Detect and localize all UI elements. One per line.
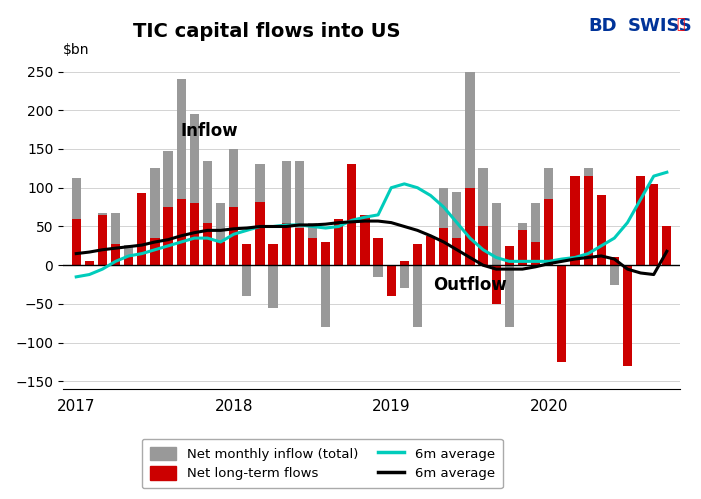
Bar [557,265,566,343]
Bar [465,188,475,265]
Bar [636,176,645,265]
Bar [360,215,369,265]
Bar [531,203,540,265]
Bar [518,231,527,265]
Bar [491,265,501,304]
Bar [124,245,133,265]
Bar [413,244,422,265]
Bar [229,149,238,265]
Bar [649,227,658,265]
Bar [597,203,606,265]
Bar [216,242,225,265]
Bar [583,176,592,265]
Text: TIC capital flows into US: TIC capital flows into US [132,22,400,41]
Text: $bn: $bn [63,42,90,56]
Bar [505,265,514,327]
Bar [282,223,291,265]
Text: Inflow: Inflow [180,122,238,140]
Bar [452,238,461,265]
Bar [623,265,632,366]
Bar [203,223,212,265]
Bar [308,223,317,265]
Bar [243,265,252,296]
Bar [98,215,107,265]
Bar [137,213,147,265]
Bar [426,242,435,265]
Bar [177,200,186,265]
Legend: Net monthly inflow (total), Net long-term flows, 6m average, 6m average: Net monthly inflow (total), Net long-ter… [142,439,503,488]
Bar [347,165,356,265]
Bar [649,184,658,265]
Text: ⬦: ⬦ [676,17,685,31]
Bar [387,265,396,281]
Bar [268,244,278,265]
Text: SWISS: SWISS [627,17,692,35]
Bar [294,161,304,265]
Bar [531,242,540,265]
Bar [98,213,107,265]
Bar [374,265,383,277]
Bar [583,168,592,265]
Bar [124,257,133,265]
Bar [216,203,225,265]
Bar [610,257,619,265]
Bar [413,265,422,327]
Bar [282,161,291,265]
Bar [243,245,252,265]
Bar [505,246,514,265]
Bar [557,265,566,362]
Bar [190,114,199,265]
Bar [452,192,461,265]
Bar [571,176,580,265]
Bar [85,261,94,265]
Bar [610,265,619,284]
Bar [334,223,343,265]
Bar [479,227,488,265]
Bar [151,168,160,265]
Bar [177,79,186,265]
Bar [163,151,172,265]
Bar [400,261,409,265]
Bar [137,193,147,265]
Bar [321,265,330,327]
Bar [465,71,475,265]
Bar [321,242,330,265]
Bar [426,236,435,265]
Bar [491,203,501,265]
Bar [479,168,488,265]
Bar [190,203,199,265]
Bar [255,165,264,265]
Bar [439,188,449,265]
Bar [151,238,160,265]
Text: BD: BD [589,17,618,35]
Bar [72,219,81,265]
Bar [518,223,527,265]
Bar [387,265,396,296]
Bar [400,265,409,288]
Bar [360,242,369,265]
Bar [85,261,94,265]
Bar [72,178,81,265]
Bar [347,168,356,265]
Bar [544,168,553,265]
Bar [571,176,580,265]
Bar [163,207,172,265]
Bar [334,219,343,265]
Bar [294,228,304,265]
Bar [374,238,383,265]
Bar [636,203,645,265]
Bar [229,207,238,265]
Bar [597,196,606,265]
Bar [439,228,449,265]
Bar [308,238,317,265]
Bar [662,227,672,265]
Bar [268,265,278,308]
Bar [255,202,264,265]
Bar [203,161,212,265]
Bar [544,200,553,265]
Bar [111,244,120,265]
Text: Outflow: Outflow [433,276,507,294]
Bar [623,265,632,339]
Bar [111,213,120,265]
